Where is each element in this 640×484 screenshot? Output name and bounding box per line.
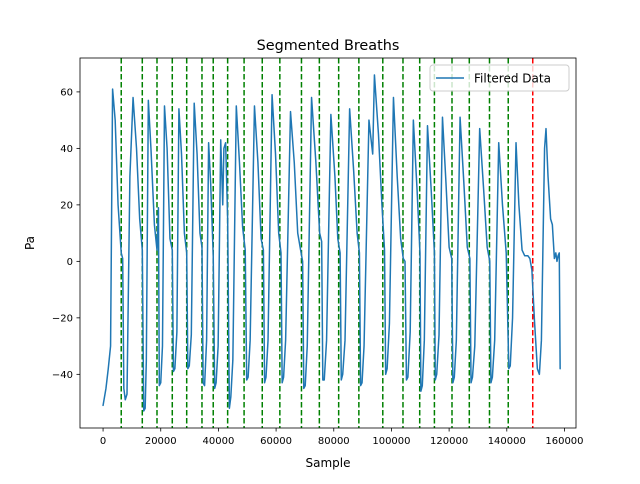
chart-title: Segmented Breaths	[257, 38, 400, 54]
x-tick-label: 60000	[260, 436, 292, 447]
y-tick-label: 20	[60, 200, 73, 211]
x-tick-label: 120000	[430, 436, 468, 447]
legend: Filtered Data	[429, 64, 570, 92]
y-tick-label: 40	[60, 144, 73, 155]
x-tick-label: 100000	[372, 436, 410, 447]
y-tick-label: 0	[67, 257, 73, 268]
y-axis-ticks: −40 −20 0 20 40 60	[52, 87, 80, 381]
x-axis-ticks: 0 20000 40000 60000 80000 100000 120000 140000 1…	[100, 428, 584, 447]
y-tick-label: −20	[52, 313, 73, 324]
series-layer	[102, 74, 561, 412]
y-tick-label: 60	[60, 87, 73, 98]
legend-label-filtered-data: Filtered Data	[474, 72, 551, 86]
x-axis-label: Sample	[306, 456, 351, 470]
y-tick-label: −40	[52, 370, 73, 381]
x-tick-label: 140000	[488, 436, 526, 447]
x-tick-label: 160000	[545, 436, 583, 447]
y-axis-label: Pa	[23, 236, 37, 250]
x-tick-label: 80000	[318, 436, 350, 447]
plot-frame	[79, 57, 577, 429]
series-line-filtered-data	[102, 74, 561, 412]
x-tick-label: 40000	[203, 436, 235, 447]
x-tick-label: 20000	[145, 436, 177, 447]
legend-box	[429, 64, 570, 92]
x-tick-label: 0	[100, 436, 106, 447]
plot-area	[79, 57, 577, 429]
